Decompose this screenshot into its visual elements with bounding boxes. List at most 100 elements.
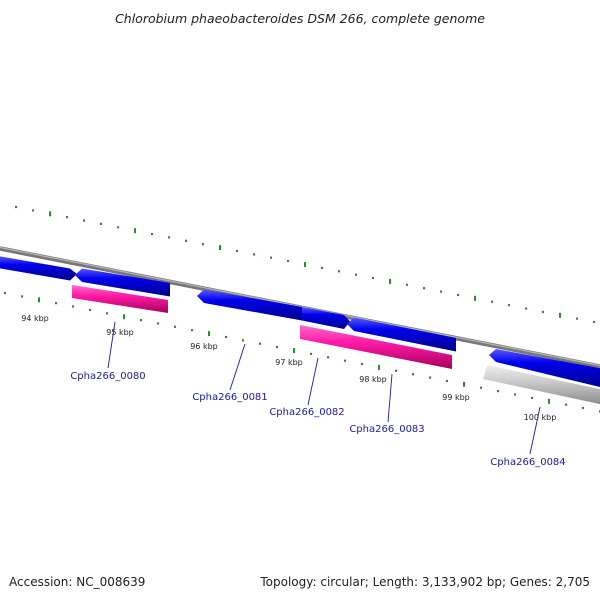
summary-text: Topology: circular; Length: 3,133,902 bp… [259, 575, 590, 589]
gene-labels: Cpha266_0080 Cpha266_0081 Cpha266_0082 C… [70, 371, 565, 468]
minor-tick [576, 317, 578, 320]
major-tick [219, 245, 221, 251]
minor-tick [66, 216, 68, 219]
minor-tick [151, 233, 153, 236]
leader-line [107, 321, 116, 369]
scale-label: 99 kbp [442, 393, 470, 402]
minor-tick [497, 390, 499, 393]
minor-tick [457, 293, 459, 297]
scale-label: 97 kbp [275, 358, 303, 367]
cds-block-highlight[interactable] [72, 285, 168, 313]
minor-tick [412, 373, 414, 376]
minor-tick [174, 325, 176, 328]
cds-arrow-forward[interactable] [197, 289, 302, 321]
minor-tick [89, 308, 91, 311]
minor-tick [140, 319, 142, 322]
leader-line [387, 373, 393, 423]
gene-label[interactable]: Cpha266_0081 [192, 392, 267, 403]
minor-tick [372, 276, 374, 280]
minor-tick [32, 209, 34, 212]
minor-tick [440, 290, 442, 293]
gene-leader-lines [107, 321, 541, 455]
major-tick [378, 364, 380, 370]
major-tick [463, 381, 465, 387]
cds-arrow-forward[interactable] [347, 317, 456, 352]
minor-tick [514, 393, 516, 396]
minor-tick [327, 356, 329, 359]
minor-tick [168, 236, 170, 239]
minor-tick [83, 219, 85, 222]
outer-tick-ring [15, 205, 595, 324]
minor-tick [310, 352, 312, 355]
minor-tick [321, 266, 323, 269]
major-tick [134, 228, 136, 234]
minor-tick [423, 287, 425, 290]
inner-tick-ring [4, 291, 600, 413]
minor-tick [225, 335, 227, 339]
minor-tick [395, 369, 397, 372]
minor-tick [525, 307, 527, 310]
scale-label: 95 kbp [106, 328, 134, 337]
minor-tick [593, 320, 595, 324]
major-tick [559, 312, 561, 318]
major-tick [49, 211, 51, 217]
scale-label: 96 kbp [190, 342, 218, 351]
minor-tick [72, 305, 74, 308]
gene-label[interactable]: Cpha266_0082 [269, 407, 344, 418]
minor-tick [338, 270, 340, 273]
minor-tick [276, 346, 278, 349]
major-tick [389, 278, 391, 284]
minor-tick [270, 256, 272, 259]
minor-tick [4, 291, 6, 295]
minor-tick [491, 300, 493, 303]
cds-arrow-forward[interactable] [0, 256, 77, 281]
minor-tick [100, 222, 102, 225]
minor-tick [355, 273, 357, 276]
cds-arrow-forward[interactable] [489, 349, 600, 388]
minor-tick [508, 304, 510, 307]
scale-labels: 94 kbp 95 kbp 96 kbp 97 kbp 98 kbp 99 kb… [21, 314, 556, 422]
major-tick [548, 398, 550, 404]
minor-tick [406, 283, 408, 286]
minor-tick [446, 379, 448, 383]
gene-label[interactable]: Cpha266_0084 [490, 457, 565, 468]
minor-tick [236, 249, 238, 253]
minor-tick [117, 226, 119, 229]
gene-label[interactable]: Cpha266_0083 [349, 424, 424, 435]
cds-block-grey[interactable] [483, 365, 600, 405]
minor-tick [15, 205, 17, 209]
accession-text: Accession: NC_008639 [9, 575, 145, 589]
minor-tick [106, 312, 108, 315]
minor-tick [242, 339, 244, 342]
minor-tick [565, 403, 567, 406]
minor-tick [253, 253, 255, 256]
forward-strand-track [0, 256, 600, 388]
minor-tick [480, 386, 482, 389]
leader-line [307, 357, 319, 406]
major-tick [293, 348, 295, 353]
minor-tick [542, 310, 544, 313]
minor-tick [185, 239, 187, 242]
major-tick [304, 262, 306, 267]
minor-tick [582, 406, 584, 410]
minor-tick [361, 362, 363, 366]
gene-label[interactable]: Cpha266_0080 [70, 371, 145, 382]
minor-tick [21, 295, 23, 298]
cds-arrow-forward[interactable] [302, 307, 350, 329]
minor-tick [157, 322, 159, 325]
minor-tick [259, 342, 261, 345]
cds-arrow-forward[interactable] [75, 268, 170, 297]
major-tick [38, 297, 40, 303]
scale-label: 98 kbp [359, 375, 387, 384]
scale-label: 100 kbp [524, 413, 557, 422]
genome-backbone-highlight [0, 246, 600, 367]
leader-line [529, 406, 541, 455]
major-tick [208, 331, 210, 337]
minor-tick [287, 260, 289, 263]
scale-label: 94 kbp [21, 314, 49, 323]
minor-tick [191, 329, 193, 332]
cds-block-highlight[interactable] [300, 325, 452, 369]
minor-tick [55, 302, 57, 305]
minor-tick [344, 359, 346, 362]
